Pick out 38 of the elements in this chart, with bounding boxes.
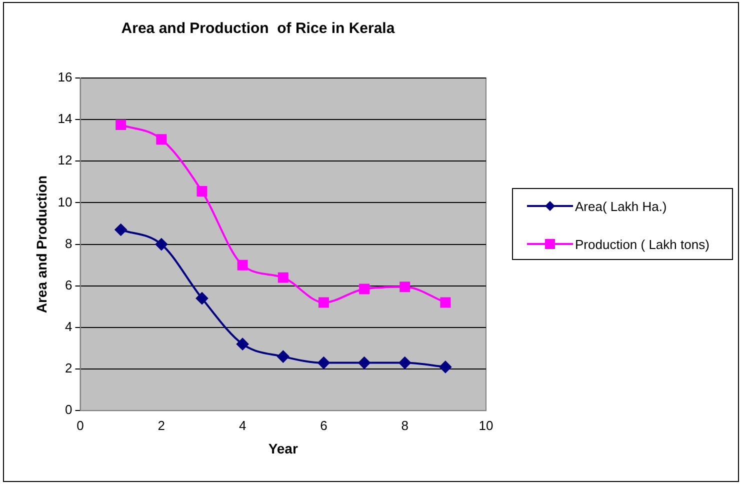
point [440,297,451,308]
y-tick-label: 4 [65,319,72,334]
point [277,350,290,363]
point [278,272,288,283]
y-tick-label: 10 [58,194,72,210]
point [156,134,167,145]
point [400,282,410,292]
point [196,186,208,197]
y-tick-label: 6 [65,277,72,292]
point [398,356,411,369]
x-tick-label: 4 [238,418,246,433]
y-tick-label: 12 [58,152,72,168]
x-tick-label: 6 [320,418,328,433]
x-tick-label: 10 [478,418,494,433]
legend-label: Area( Lakh Ha.) [575,199,668,215]
y-tick-label: 8 [65,236,72,251]
point [114,224,127,236]
y-tick-label: 0 [65,402,72,418]
point [236,338,249,350]
chart-title: Area and Production of Rice in Kerala [121,20,396,38]
y-axis-title: Area and Production [33,175,50,314]
point [439,360,452,373]
point [116,120,126,130]
point [318,356,330,369]
point [237,260,248,270]
x-tick-label: 2 [158,418,166,433]
point [359,284,370,294]
x-axis-title: Year [268,440,298,456]
point [358,356,370,369]
point [318,297,329,308]
y-tick-label: 16 [58,70,72,85]
point [155,238,168,250]
point [196,292,208,304]
x-tick-label: 8 [401,418,408,433]
y-tick-label: 14 [58,111,72,126]
legend-label: Production ( Lakh tons) [575,237,710,253]
y-tick-label: 2 [65,360,72,376]
x-tick-label: 0 [76,418,84,433]
